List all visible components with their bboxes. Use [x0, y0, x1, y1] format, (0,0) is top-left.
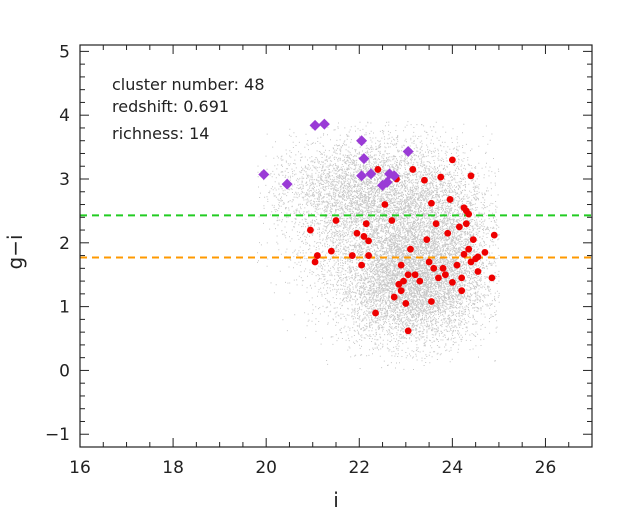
red-circle-point: [465, 210, 473, 218]
member-diamond-point: [388, 170, 400, 182]
member-diamond-point: [356, 170, 368, 182]
member-diamond-point: [318, 118, 330, 130]
red-circle-point: [474, 268, 482, 275]
red-circle-point: [397, 287, 405, 295]
red-circle-point: [327, 247, 335, 255]
red-circle-point: [404, 271, 412, 279]
red-circle-point: [311, 258, 319, 266]
red-circle-point: [467, 172, 475, 180]
tick-labels: 16 18 20 22 24 26 −1 0 1 2 3 4 5: [45, 42, 556, 478]
red-circle-point: [365, 252, 372, 259]
red-circle-point: [332, 217, 340, 224]
background-cloud-dots: [257, 121, 500, 370]
red-circle-point: [446, 196, 454, 203]
x-tick-label: 20: [255, 458, 277, 478]
red-circle-point: [428, 199, 435, 207]
red-circle-point: [435, 274, 442, 282]
red-circle-point: [416, 277, 424, 285]
red-circle-point: [453, 261, 461, 269]
red-circle-point: [348, 252, 356, 259]
red-circle-point: [313, 252, 321, 259]
red-circle-point: [374, 166, 382, 173]
y-tick-label: 5: [59, 42, 70, 62]
annotation-richness: richness: 14: [112, 124, 209, 143]
red-circle-point: [437, 173, 445, 181]
y-tick-label: 2: [59, 234, 70, 254]
red-circle-point: [465, 245, 473, 253]
red-circle-point: [462, 220, 470, 228]
x-axis-label: i: [333, 488, 339, 512]
red-circle-point: [458, 274, 466, 282]
red-circle-point: [490, 231, 498, 239]
member-diamond-point: [281, 178, 293, 190]
red-circle-point: [360, 233, 368, 240]
red-circle-point: [381, 201, 389, 208]
red-circle-point: [365, 237, 372, 245]
x-tick-label: 16: [69, 458, 91, 478]
member-diamond-point: [356, 135, 368, 147]
red-circle-point: [409, 166, 417, 173]
red-circle-point: [404, 327, 412, 335]
red-circle-point: [448, 156, 456, 164]
red-circle-point: [425, 258, 433, 266]
red-circle-point: [432, 220, 440, 228]
red-circle-point: [455, 223, 463, 231]
y-tick-label: 4: [59, 106, 70, 126]
background-galaxy-cloud: [257, 121, 500, 370]
red-circle-point: [402, 300, 410, 307]
red-circle-point: [397, 261, 405, 269]
y-tick-label: 1: [59, 298, 70, 318]
x-tick-label: 18: [162, 458, 184, 478]
member-diamond-point: [402, 146, 414, 158]
member-diamond-point: [309, 119, 321, 131]
red-circle-point: [428, 298, 435, 305]
red-circle-point: [474, 253, 482, 261]
axis-ticks: [79, 45, 593, 447]
x-tick-label: 26: [535, 458, 557, 478]
y-tick-label: 3: [59, 170, 70, 190]
red-circle-point: [441, 271, 449, 279]
red-circle-point: [372, 309, 379, 317]
red-circle-point: [439, 264, 447, 272]
scatter-series: [258, 118, 498, 335]
x-tick-label: 22: [348, 458, 370, 478]
red-circle-point: [481, 248, 489, 256]
y-tick-label: 0: [59, 361, 70, 381]
red-circle-point: [400, 277, 407, 285]
red-circle-point: [430, 264, 438, 272]
red-circle-point: [390, 293, 398, 301]
red-circle-point: [488, 274, 496, 282]
color-cut-lines: [80, 214, 592, 259]
member-diamond-point: [258, 169, 270, 181]
red-circle-point: [444, 229, 452, 237]
member-diamond-point: [358, 153, 370, 165]
red-circle-point: [423, 236, 431, 244]
member-diamond-point: [381, 176, 393, 188]
y-tick-label: −1: [45, 425, 70, 445]
red-circle-point: [460, 250, 468, 258]
red-circle-point: [353, 229, 361, 237]
annotation-redshift: redshift: 0.691: [112, 97, 229, 116]
x-tick-label: 24: [442, 458, 464, 478]
red-circle-point: [458, 287, 466, 295]
red-circle-point: [362, 220, 370, 228]
red-circle-point: [411, 271, 419, 279]
y-axis-label: g−i: [3, 234, 27, 269]
annotation-cluster-number: cluster number: 48: [112, 75, 265, 94]
red-circle-point: [421, 176, 428, 184]
red-circle-point: [448, 278, 456, 286]
red-circle-point: [307, 226, 314, 234]
red-circle-point: [358, 261, 365, 269]
member-diamond-point: [365, 168, 377, 180]
red-circle-point: [388, 217, 396, 224]
red-circle-point: [407, 245, 414, 253]
red-circle-point: [469, 236, 477, 244]
